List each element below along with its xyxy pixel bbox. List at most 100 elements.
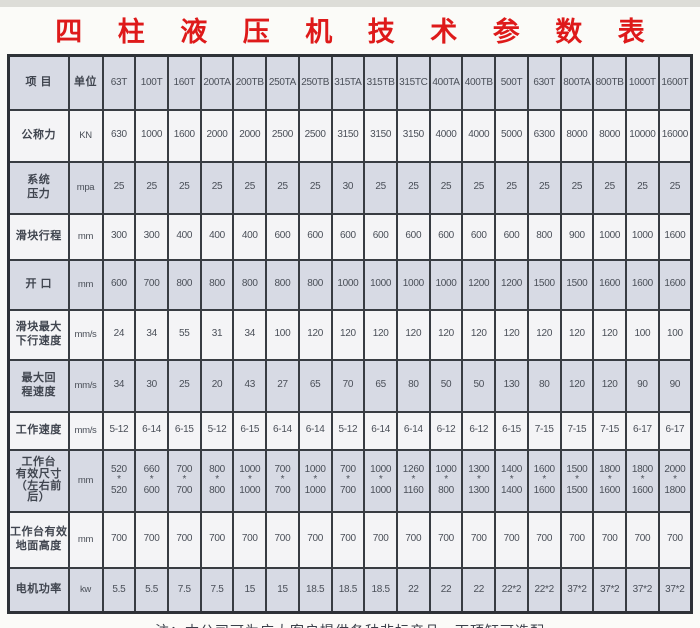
header-model-cell: 1000T bbox=[625, 54, 660, 111]
value-cell: 1000 bbox=[625, 212, 660, 261]
value-cell: 700 bbox=[395, 510, 431, 569]
value-cell: 1000 bbox=[395, 258, 431, 311]
value-cell: 1500 bbox=[559, 258, 595, 311]
row-unit-cell: mm/s bbox=[67, 308, 104, 361]
value-cell: 6-12 bbox=[461, 410, 497, 451]
value-cell: 2000 bbox=[199, 108, 235, 163]
value-cell: 7-15 bbox=[592, 410, 627, 451]
value-cell: 800 * 800 bbox=[199, 448, 235, 513]
value-cell: 25 bbox=[395, 160, 431, 215]
header-row: 项 目单位 63T 100T 160T 200TA 200TB 250TA 250TB 315T… bbox=[7, 54, 693, 111]
parameters-table: 项 目单位 63T 100T 160T 200TA 200TB 250TA 250TB 315T… bbox=[7, 54, 693, 614]
value-cell: 37*2 bbox=[657, 566, 693, 614]
row-unit-cell: mm/s bbox=[67, 410, 104, 451]
value-cell: 700 bbox=[526, 510, 562, 569]
value-cell: 22*2 bbox=[494, 566, 529, 614]
value-cell: 2500 bbox=[297, 108, 333, 163]
value-cell: 25 bbox=[625, 160, 660, 215]
value-cell: 120 bbox=[559, 358, 595, 413]
value-cell: 22 bbox=[395, 566, 431, 614]
value-cell: 700 bbox=[494, 510, 529, 569]
value-cell: 18.5 bbox=[330, 566, 366, 614]
table-row: 系统 压力 mpa 25 25 25 25 25 25 25 30 25 25 25 25 25 25 25 25… bbox=[7, 160, 693, 215]
value-cell: 700 bbox=[559, 510, 595, 569]
value-cell: 120 bbox=[559, 308, 595, 361]
value-cell: 65 bbox=[363, 358, 398, 413]
value-cell: 3150 bbox=[330, 108, 366, 163]
value-cell: 6-14 bbox=[395, 410, 431, 451]
value-cell: 700 bbox=[134, 510, 169, 569]
value-cell: 700 * 700 bbox=[166, 448, 202, 513]
value-cell: 7.5 bbox=[199, 566, 235, 614]
value-cell: 800 bbox=[232, 258, 268, 311]
row-label-cell: 系统 压力 bbox=[7, 160, 70, 215]
value-cell: 700 bbox=[625, 510, 660, 569]
value-cell: 1000 * 1000 bbox=[297, 448, 333, 513]
value-cell: 300 bbox=[101, 212, 137, 261]
header-model-cell: 400TA bbox=[428, 54, 464, 111]
value-cell: 120 bbox=[428, 308, 464, 361]
header-model-cell: 315TB bbox=[363, 54, 398, 111]
value-cell: 120 bbox=[461, 308, 497, 361]
value-cell: 800 bbox=[297, 258, 333, 311]
value-cell: 600 bbox=[265, 212, 300, 261]
value-cell: 600 bbox=[395, 212, 431, 261]
table-row: 开 口 mm 600 700 800 800 800 800 800 1000 1000 1000 10… bbox=[7, 258, 693, 311]
value-cell: 1600 bbox=[592, 258, 627, 311]
value-cell: 1000 bbox=[428, 258, 464, 311]
header-model-cell: 200TB bbox=[232, 54, 268, 111]
value-cell: 1000 bbox=[592, 212, 627, 261]
value-cell: 25 bbox=[559, 160, 595, 215]
header-unit-cell: 单位 bbox=[67, 54, 104, 111]
value-cell: 6300 bbox=[526, 108, 562, 163]
row-unit-cell: mm/s bbox=[67, 358, 104, 413]
value-cell: 900 bbox=[559, 212, 595, 261]
value-cell: 15 bbox=[232, 566, 268, 614]
value-cell: 800 bbox=[166, 258, 202, 311]
value-cell: 1400 * 1400 bbox=[494, 448, 529, 513]
row-label-cell: 电机功率 bbox=[7, 566, 70, 614]
table-row: 滑块最大 下行速度 mm/s 24 34 55 31 34 100 120 120 120 120 12… bbox=[7, 308, 693, 361]
table-row: 工作台有效 地面高度 mm 700 700 700 700 700 700 700 700 700 7… bbox=[7, 510, 693, 569]
value-cell: 120 bbox=[395, 308, 431, 361]
page-title: 四 柱 液 压 机 技 术 参 数 表 bbox=[55, 17, 659, 47]
value-cell: 600 bbox=[494, 212, 529, 261]
value-cell: 80 bbox=[395, 358, 431, 413]
header-model-cell: 800TA bbox=[559, 54, 595, 111]
value-cell: 700 bbox=[592, 510, 627, 569]
value-cell: 1500 bbox=[526, 258, 562, 311]
value-cell: 600 bbox=[297, 212, 333, 261]
value-cell: 6-15 bbox=[232, 410, 268, 451]
value-cell: 6-17 bbox=[657, 410, 693, 451]
value-cell: 600 bbox=[363, 212, 398, 261]
value-cell: 700 bbox=[461, 510, 497, 569]
value-cell: 15 bbox=[265, 566, 300, 614]
value-cell: 30 bbox=[330, 160, 366, 215]
value-cell: 7.5 bbox=[166, 566, 202, 614]
header-model-cell: 315TA bbox=[330, 54, 366, 111]
value-cell: 8000 bbox=[592, 108, 627, 163]
header-model-cell: 63T bbox=[101, 54, 137, 111]
value-cell: 1800 * 1600 bbox=[592, 448, 627, 513]
header-item-cell: 项 目 bbox=[7, 54, 70, 111]
value-cell: 700 bbox=[428, 510, 464, 569]
value-cell: 1000 * 800 bbox=[428, 448, 464, 513]
value-cell: 700 * 700 bbox=[265, 448, 300, 513]
value-cell: 27 bbox=[265, 358, 300, 413]
value-cell: 1000 * 1000 bbox=[363, 448, 398, 513]
row-unit-cell: mm bbox=[67, 510, 104, 569]
value-cell: 70 bbox=[330, 358, 366, 413]
row-unit-cell: mm bbox=[67, 448, 104, 513]
value-cell: 25 bbox=[592, 160, 627, 215]
row-unit-cell: mm bbox=[67, 258, 104, 311]
row-label-cell: 工作速度 bbox=[7, 410, 70, 451]
value-cell: 6-14 bbox=[297, 410, 333, 451]
value-cell: 1260 * 1160 bbox=[395, 448, 431, 513]
value-cell: 10000 bbox=[625, 108, 660, 163]
value-cell: 5-12 bbox=[199, 410, 235, 451]
table-header: 项 目单位 63T 100T 160T 200TA 200TB 250TA 250TB 315T… bbox=[7, 54, 693, 111]
value-cell: 520 * 520 bbox=[101, 448, 137, 513]
value-cell: 55 bbox=[166, 308, 202, 361]
value-cell: 700 * 700 bbox=[330, 448, 366, 513]
